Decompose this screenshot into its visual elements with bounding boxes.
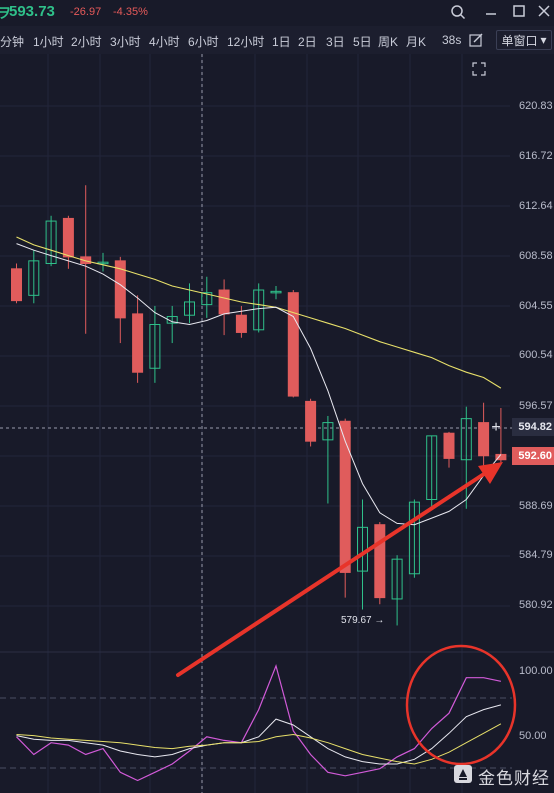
price-axis-label: 616.72 xyxy=(519,150,553,162)
indicator-axis-label: 100.00 xyxy=(519,665,553,677)
candle-series xyxy=(11,185,507,626)
chevron-down-icon: ▾ xyxy=(540,33,547,47)
candle-body xyxy=(45,220,57,265)
interval-2d[interactable]: 2日 xyxy=(298,35,317,49)
window-mode-label: 单窗口 xyxy=(501,33,538,48)
window-mode-select[interactable]: 单窗口 ▾ xyxy=(496,30,552,50)
candle-body xyxy=(478,422,490,457)
interval-2h[interactable]: 2小时 xyxy=(71,35,102,49)
last-price-tag: 592.60 xyxy=(512,447,554,465)
candle-body xyxy=(62,217,74,258)
interval-3d[interactable]: 3日 xyxy=(326,35,345,49)
annotations xyxy=(176,462,517,766)
symbol-fragment: ヲ xyxy=(0,5,11,21)
jinse-logo-icon xyxy=(452,763,474,790)
ma-white-line xyxy=(16,243,502,526)
edit-intervals-icon[interactable] xyxy=(468,32,484,48)
candle-body xyxy=(443,432,455,459)
moving-average-lines xyxy=(16,236,502,526)
price-change: -26.97 xyxy=(70,6,102,18)
crosshair-price-tag: 594.82 xyxy=(512,418,554,436)
current-price: 593.73 xyxy=(9,3,55,20)
interval-bar: 分钟 1小时 2小时 3小时 4小时 6小时 12小时 1日 2日 3日 5日 … xyxy=(0,26,554,54)
trend-arrow-shaft xyxy=(176,470,489,677)
ma-yellow-line xyxy=(16,236,502,389)
ticker-header: ヲ 593.73 -26.97 -4.35% xyxy=(0,0,554,26)
price-axis-label: 580.92 xyxy=(519,599,553,611)
interval-5d[interactable]: 5日 xyxy=(353,35,372,49)
watermark: 金色财经 xyxy=(452,764,550,788)
candle-body xyxy=(235,314,247,333)
interval-month[interactable]: 月K xyxy=(406,35,427,49)
candle-body xyxy=(322,422,334,441)
candle-body xyxy=(28,260,40,296)
candle-body xyxy=(114,260,126,319)
candle-body xyxy=(218,289,230,315)
price-axis-label: 596.57 xyxy=(519,400,553,412)
interval-1d[interactable]: 1日 xyxy=(272,35,291,49)
price-axis-label: 600.54 xyxy=(519,349,553,361)
candle-body xyxy=(11,268,22,302)
candle-body xyxy=(408,501,420,575)
indicator-yellow-line xyxy=(16,723,502,765)
indicator-lines xyxy=(16,663,502,782)
refresh-countdown: 38s xyxy=(442,33,462,47)
add-order-icon[interactable]: + xyxy=(491,419,501,436)
interval-week[interactable]: 周K xyxy=(378,35,399,49)
watermark-text: 金色财经 xyxy=(478,768,550,788)
candle-body xyxy=(287,292,299,397)
close-icon[interactable] xyxy=(537,4,554,22)
price-axis-label: 588.69 xyxy=(519,500,553,512)
trend-arrow-head xyxy=(478,462,503,484)
interval-minute[interactable]: 分钟 xyxy=(0,35,25,49)
low-price-marker: 579.67 → xyxy=(341,615,385,626)
expand-chart-icon[interactable] xyxy=(471,61,487,77)
candle-body xyxy=(80,256,92,265)
candle-body xyxy=(184,301,195,316)
candle-body xyxy=(132,313,144,373)
price-change-percent: -4.35% xyxy=(113,6,148,18)
interval-1h[interactable]: 1小时 xyxy=(33,35,64,49)
candle-body xyxy=(201,292,213,306)
candle-body xyxy=(253,289,265,331)
indicator-pink-line xyxy=(16,663,502,782)
chart-grid xyxy=(0,54,554,793)
highlight-circle xyxy=(405,644,517,766)
interval-4h[interactable]: 4小时 xyxy=(149,35,180,49)
price-axis-label: 620.83 xyxy=(519,100,553,112)
maximize-icon[interactable] xyxy=(512,4,530,22)
indicator-axis-label: 50.00 xyxy=(519,730,547,742)
candle-body xyxy=(426,435,438,501)
candle-body xyxy=(391,558,403,600)
candle-body xyxy=(166,316,178,324)
candle-body xyxy=(339,420,351,573)
interval-6h[interactable]: 6小时 xyxy=(188,35,219,49)
price-axis-label: 604.55 xyxy=(519,300,553,312)
price-axis-label: 584.79 xyxy=(519,549,553,561)
price-axis-label: 608.58 xyxy=(519,250,553,262)
candle-body xyxy=(149,323,161,369)
candle-body xyxy=(374,524,386,599)
candle-body xyxy=(97,261,109,265)
candle-body xyxy=(460,418,472,461)
minimize-icon[interactable] xyxy=(484,4,502,22)
interval-12h[interactable]: 12小时 xyxy=(227,35,265,49)
indicator-grid xyxy=(0,697,512,769)
price-axis-label: 612.64 xyxy=(519,200,553,212)
interval-3h[interactable]: 3小时 xyxy=(110,35,141,49)
indicator-white-line xyxy=(16,704,502,765)
candle-body xyxy=(305,400,317,442)
candle-body xyxy=(270,290,282,294)
search-icon[interactable] xyxy=(450,4,468,22)
